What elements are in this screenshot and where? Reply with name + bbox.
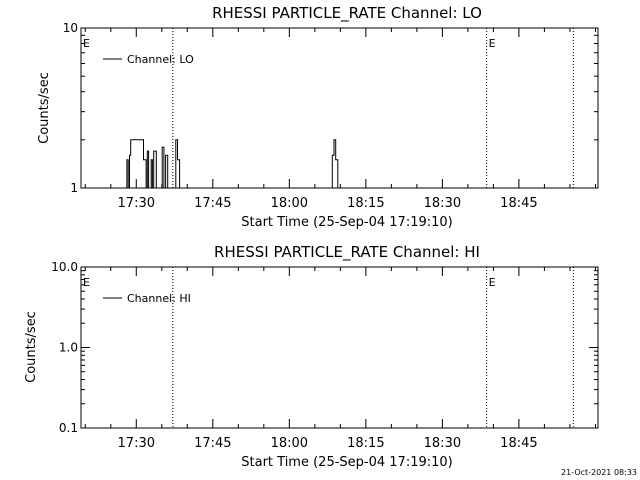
y-tick-label: 10.0 [51, 260, 78, 274]
x-ticks-lo: 17:30 17:45 18:00 18:15 18:30 18:45 [84, 28, 596, 211]
event-marker-label: E [83, 37, 90, 50]
y-tick-label: 1.0 [59, 341, 78, 355]
footer-timestamp: 21-Oct-2021 08:33 [561, 468, 637, 477]
x-tick-label: 18:15 [347, 196, 384, 211]
panel-lo: RHESSI PARTICLE_RATE Channel: LO Counts/… [37, 4, 599, 230]
x-tick-label: 18:30 [424, 196, 461, 211]
x-tick-label: 17:30 [118, 196, 155, 211]
x-axis-label-hi: Start Time (25-Sep-04 17:19:10) [241, 455, 452, 470]
plot-frame-lo [80, 27, 599, 189]
x-tick-label: 18:00 [271, 436, 308, 451]
legend-label-lo: Channel: LO [127, 53, 194, 66]
chart-title-hi: RHESSI PARTICLE_RATE Channel: HI [214, 243, 480, 262]
x-ticks-hi: 17:30 17:45 18:00 18:15 18:30 18:45 [84, 267, 596, 451]
event-marker-label: E [489, 276, 496, 289]
event-marker-label: E [83, 276, 90, 289]
x-tick-label: 17:45 [194, 196, 231, 211]
x-tick-label: 18:45 [500, 196, 537, 211]
y-tick-label: 1 [70, 181, 78, 195]
chart-title-lo: RHESSI PARTICLE_RATE Channel: LO [212, 4, 482, 23]
y-tick-label: 10 [63, 21, 78, 35]
event-marker-label: E [489, 37, 496, 50]
legend-label-hi: Channel: HI [127, 292, 191, 305]
x-axis-label-lo: Start Time (25-Sep-04 17:19:10) [241, 215, 452, 230]
x-tick-label: 17:45 [194, 436, 231, 451]
x-tick-label: 18:45 [500, 436, 537, 451]
y-axis-label-lo: Counts/sec [37, 72, 52, 144]
y-ticks-lo: 10 1 [63, 21, 598, 195]
y-axis-label-hi: Counts/sec [24, 311, 39, 383]
x-tick-label: 18:15 [347, 436, 384, 451]
y-ticks-hi: 10.0 1.0 0.1 [51, 260, 598, 435]
x-tick-label: 18:30 [424, 436, 461, 451]
x-tick-label: 18:00 [271, 196, 308, 211]
series-line [123, 139, 339, 189]
panel-hi: RHESSI PARTICLE_RATE Channel: HI Counts/… [24, 243, 599, 470]
x-tick-label: 17:30 [118, 436, 155, 451]
trace-lo [123, 139, 339, 189]
y-tick-label: 0.1 [59, 421, 78, 435]
